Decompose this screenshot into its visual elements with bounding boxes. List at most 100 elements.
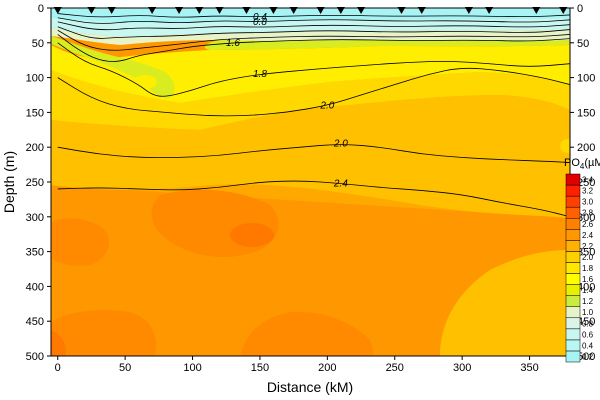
colorbar-label: 2.6 (582, 220, 594, 229)
isoline-label: 0.4 (253, 12, 267, 23)
station-marker (464, 7, 473, 14)
station-marker (357, 7, 366, 14)
x-tick-label: 300 (453, 362, 471, 374)
x-tick-label: 200 (318, 362, 336, 374)
station-marker (485, 7, 494, 14)
y-tick-label-right: 150 (577, 107, 595, 119)
colorbar-label: 1.8 (582, 264, 594, 273)
station-marker (559, 7, 568, 14)
colorbar-swatch (565, 206, 581, 219)
y-axis-title: Depth (m) (1, 151, 17, 213)
isoline-label: 2.0 (319, 100, 334, 111)
field-2-2-band (51, 95, 570, 356)
colorbar-title-sub: 4 (580, 162, 585, 171)
x-axis: 0 50 100 150 200 250 300 350 (55, 356, 539, 374)
colorbar-title-unit: (µM) (584, 157, 600, 169)
colorbar-label: 0.8 (582, 319, 594, 328)
field-patch-low-left (133, 75, 157, 89)
colorbar-swatch (565, 350, 581, 363)
colorbar-label: 2.0 (582, 253, 594, 262)
station-marker (289, 7, 298, 14)
colorbar-title-main: PO (564, 157, 580, 169)
isoline-label: 1.6 (226, 38, 240, 49)
y-tick-label-right: 200 (577, 142, 595, 154)
colorbar-swatch (565, 262, 581, 274)
colorbar-label: 2.8 (582, 209, 594, 218)
isoline (57, 29, 570, 51)
colorbar-swatch (565, 173, 581, 186)
field-deep-core-6 (51, 330, 66, 356)
field-2-0-band (51, 70, 570, 130)
station-marker (316, 7, 325, 14)
x-tick-label: 350 (520, 362, 538, 374)
isoline (57, 13, 570, 18)
y-tick-label-right: 0 (577, 3, 583, 15)
colorbar-label: 1.0 (582, 308, 594, 317)
station-marker (107, 7, 116, 14)
colorbar-swatch (565, 251, 581, 263)
isoline (57, 34, 570, 62)
x-tick-label: 50 (119, 362, 131, 374)
isoline-labels-layer: 0.40.8 1.6 1.8 2.0 2.0 2.4 (226, 12, 348, 189)
field-patch-right-edge (560, 139, 570, 153)
y-tick-label-left: 350 (26, 247, 44, 259)
station-marker (53, 7, 62, 14)
station-marker (397, 7, 406, 14)
isolines-layer (57, 13, 570, 218)
field-deep-core-2 (230, 223, 274, 247)
isoline (57, 180, 570, 218)
isoline (57, 21, 570, 31)
y-tick-label-right: 500 (577, 351, 595, 363)
x-tick-label: 0 (55, 362, 61, 374)
y-tick-label-right: 100 (577, 73, 595, 85)
station-marker (336, 7, 345, 14)
colorbar-swatch (565, 306, 581, 319)
y-tick-label-right: 400 (577, 281, 595, 293)
colorbar-swatch (565, 240, 581, 252)
y-tick-label-left: 150 (26, 107, 44, 119)
y-tick-label-right: 350 (577, 247, 595, 259)
y-tick-label-right: 450 (577, 316, 595, 328)
y-tick-label-left: 50 (32, 38, 44, 50)
isoline (57, 42, 570, 97)
station-marker (175, 7, 184, 14)
station-markers (53, 7, 568, 14)
y-tick-label-left: 250 (26, 177, 44, 189)
colorbar-swatch (565, 195, 581, 208)
colorbar-swatch (565, 184, 581, 197)
isoline (57, 67, 570, 117)
x-tick-label: 250 (386, 362, 404, 374)
y-axis-left: 0 50 100 150 200 250 300 350 400 450 500 (26, 3, 51, 363)
isoline (57, 144, 570, 163)
station-marker (532, 7, 541, 14)
contour-field (51, 8, 570, 356)
colorbar-label: 1.2 (582, 297, 594, 306)
y-tick-label-left: 200 (26, 142, 44, 154)
colorbar-title: PO4(µM) (564, 157, 600, 171)
isoline-label: 2.4 (333, 178, 348, 189)
colorbar-swatch (565, 229, 581, 241)
station-marker (215, 7, 224, 14)
field-1-8-band (51, 45, 570, 103)
colorbar-label: 3.0 (582, 198, 594, 207)
isoline-label: 1.8 (253, 69, 267, 80)
y-tick-label-left: 450 (26, 316, 44, 328)
colorbar-label: 3.2 (582, 187, 594, 196)
station-marker (269, 7, 278, 14)
y-tick-label-left: 0 (38, 3, 44, 15)
isoline-label: 0.8 (253, 17, 267, 28)
x-tick-label: 100 (183, 362, 201, 374)
station-marker (242, 7, 251, 14)
colorbar-label: 0.4 (582, 341, 594, 350)
colorbar-swatch (565, 284, 581, 296)
y-axis-right: 0 50 100 150 200 250 300 350 400 450 500 (570, 3, 595, 363)
station-marker (195, 7, 204, 14)
x-tick-label: 150 (251, 362, 269, 374)
field-deep-core-4 (51, 310, 157, 356)
colorbar-swatch (565, 273, 581, 285)
field-deep-core-5 (240, 311, 373, 356)
colorbar: 0.2 0.4 0.6 0.8 1.0 1.2 1.4 1.6 1.8 2.0 2.2 2.4 2.6 2… (565, 173, 594, 363)
isoline (57, 17, 570, 24)
station-marker (87, 7, 96, 14)
colorbar-swatch (565, 328, 581, 341)
